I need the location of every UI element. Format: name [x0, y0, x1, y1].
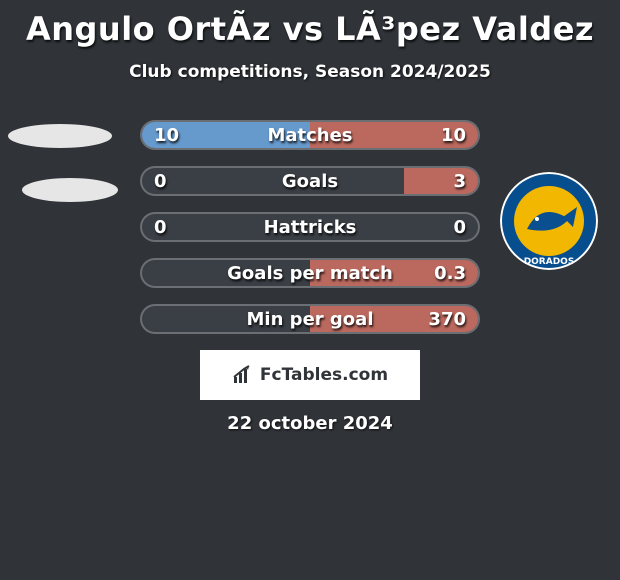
brand-text: FcTables.com: [260, 365, 388, 385]
bar-label: Goals: [142, 168, 478, 194]
stat-bar: 00Hattricks: [140, 212, 480, 242]
stat-bar: 370Min per goal: [140, 304, 480, 334]
svg-text:DORADOS: DORADOS: [524, 257, 575, 267]
bar-label: Hattricks: [142, 214, 478, 240]
page-subtitle: Club competitions, Season 2024/2025: [0, 62, 620, 82]
stat-bar: 0.3Goals per match: [140, 258, 480, 288]
club-badge: DORADOS: [500, 172, 598, 270]
side-oval: [8, 124, 112, 148]
stat-bar: 03Goals: [140, 166, 480, 196]
bar-label: Goals per match: [142, 260, 478, 286]
bar-chart-icon: [232, 365, 254, 385]
page-title: Angulo OrtÃ­z vs LÃ³pez Valdez: [0, 0, 620, 48]
generated-date: 22 october 2024: [0, 413, 620, 434]
stat-bar: 1010Matches: [140, 120, 480, 150]
side-oval: [22, 178, 118, 202]
bar-label: Min per goal: [142, 306, 478, 332]
comparison-chart: 1010Matches 03Goals 00Hattricks 0.3Goals pe…: [140, 120, 480, 350]
bar-label: Matches: [142, 122, 478, 148]
brand-box: FcTables.com: [200, 350, 420, 400]
